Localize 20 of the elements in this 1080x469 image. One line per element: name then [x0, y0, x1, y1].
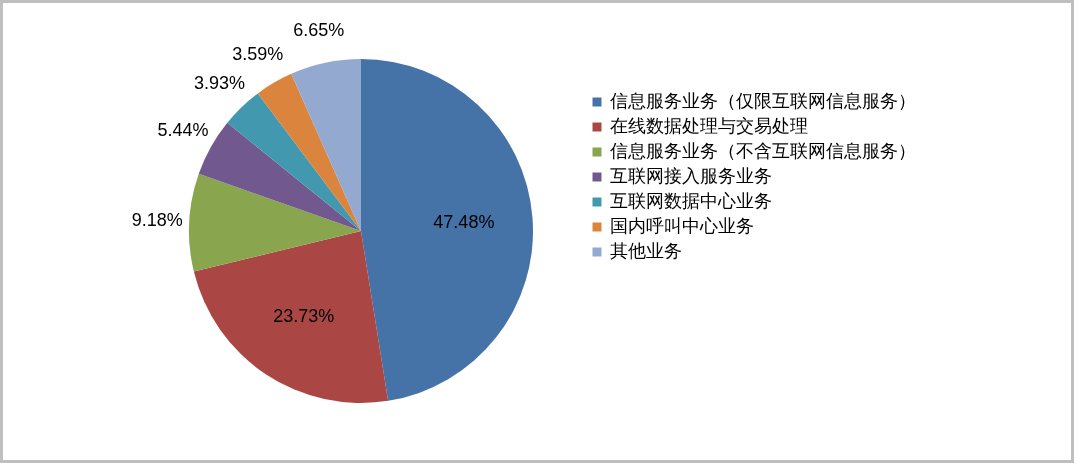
legend-label: 其他业务: [610, 240, 682, 261]
data-label: 6.65%: [293, 20, 345, 41]
pie-slice: [189, 173, 361, 272]
legend-label: 信息服务业务（不含互联网信息服务）: [610, 140, 916, 161]
data-label: 47.48%: [433, 211, 495, 232]
data-label: 9.18%: [131, 209, 183, 230]
pie-slice: [361, 59, 533, 401]
legend-label: 信息服务业务（仅限互联网信息服务）: [610, 90, 916, 111]
pie-slice: [193, 231, 389, 403]
legend-label: 互联网数据中心业务: [610, 190, 772, 211]
pie-slice: [257, 73, 361, 231]
data-label: 5.44%: [157, 120, 209, 141]
legend-label: 互联网接入服务业务: [610, 165, 772, 186]
data-label: 3.93%: [193, 73, 245, 94]
legend-label: 在线数据处理与交易处理: [610, 115, 808, 136]
pie-slice: [227, 93, 361, 231]
data-label: 3.59%: [232, 44, 284, 65]
legend-label: 国内呼叫中心业务: [610, 215, 754, 236]
pie-slice: [291, 59, 361, 231]
data-label: 23.73%: [273, 305, 335, 326]
